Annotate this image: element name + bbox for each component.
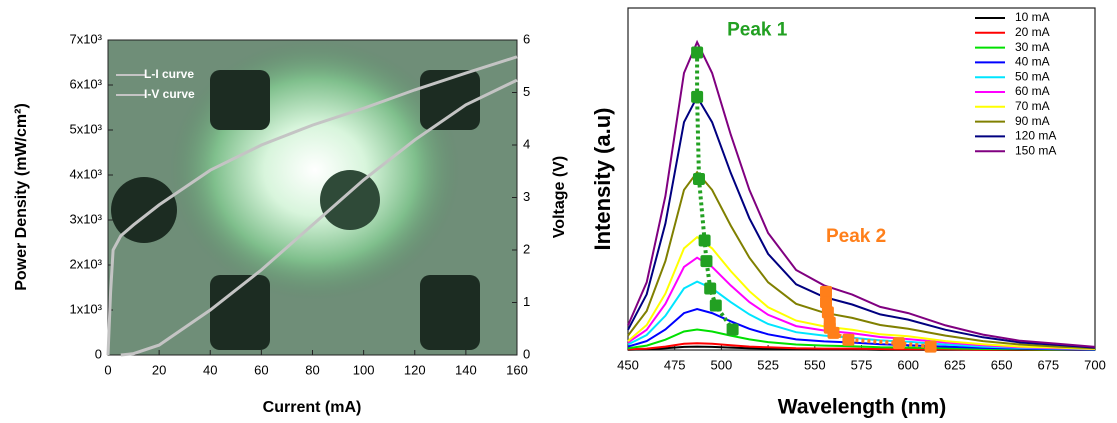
peak-marker <box>692 173 705 185</box>
y2-tick-label: 6 <box>523 31 530 46</box>
series-line <box>627 94 1096 349</box>
x-tick-label: 500 <box>711 357 733 372</box>
legend-label: 60 mA <box>1015 84 1050 98</box>
y-tick-label: 7x10³ <box>69 31 102 46</box>
legend-label: 10 mA <box>1015 10 1050 24</box>
x-tick-label: 575 <box>851 357 873 372</box>
x-tick-label: 0 <box>104 362 111 377</box>
x-tick-label: 475 <box>664 357 686 372</box>
legend-label: 50 mA <box>1015 69 1050 83</box>
peak-marker <box>821 306 834 319</box>
series-line <box>106 55 518 356</box>
x-tick-label: 20 <box>152 362 166 377</box>
x-axis-label: Current (mA) <box>263 399 362 416</box>
x-tick-label: 625 <box>944 357 966 372</box>
peak-trace <box>695 52 735 331</box>
series-line <box>627 39 1096 348</box>
y-tick-label: 4x10³ <box>69 166 102 181</box>
peak-marker <box>704 282 717 295</box>
legend-label: 40 mA <box>1015 55 1050 69</box>
y-tick-label: 3x10³ <box>69 211 102 226</box>
series-line <box>627 170 1096 350</box>
y2-tick-label: 0 <box>523 346 530 361</box>
peak-trace <box>824 291 931 349</box>
legend-label: 120 mA <box>1015 129 1056 143</box>
photo-background <box>108 40 517 355</box>
peak-marker <box>892 337 905 350</box>
peak-marker <box>924 340 937 353</box>
series-line <box>120 78 518 357</box>
legend-label: 150 mA <box>1015 143 1056 157</box>
peak-marker <box>820 296 833 309</box>
y-axis-label: Power Density (mW/cm²) <box>13 103 30 291</box>
peak-marker <box>709 299 722 312</box>
x-tick-label: 700 <box>1084 357 1106 372</box>
series-line <box>627 235 1096 350</box>
legend-label: I-V curve <box>144 87 195 101</box>
y-tick-label: 2x10³ <box>69 256 102 271</box>
x-tick-label: 450 <box>617 357 639 372</box>
y2-tick-label: 2 <box>523 241 530 256</box>
x-axis-label: Wavelength (nm) <box>778 396 946 419</box>
legend-label: 70 mA <box>1015 99 1050 113</box>
peak-marker <box>691 46 704 59</box>
peak-label: Peak 2 <box>826 226 886 247</box>
series-line <box>627 256 1096 350</box>
legend-label: L-I curve <box>144 67 194 81</box>
x-tick-label: 120 <box>404 362 426 377</box>
y2-tick-label: 1 <box>523 294 530 309</box>
y2-tick-label: 3 <box>523 189 530 204</box>
y-tick-label: 6x10³ <box>69 76 102 91</box>
series-line <box>627 307 1096 351</box>
y2-tick-label: 5 <box>523 84 530 99</box>
y-tick-label: 5x10³ <box>69 121 102 136</box>
x-tick-label: 140 <box>455 362 477 377</box>
y-tick-label: 0 <box>95 346 102 361</box>
x-tick-label: 160 <box>506 362 528 377</box>
x-tick-label: 675 <box>1037 357 1059 372</box>
y2-axis-label: Voltage (V) <box>551 156 568 238</box>
y-axis-label: Intensity (a.u) <box>590 107 615 250</box>
peak-marker <box>827 326 840 339</box>
peak-marker <box>842 333 855 346</box>
peak-marker <box>691 90 704 103</box>
legend-label: 30 mA <box>1015 40 1050 54</box>
legend-label: 90 mA <box>1015 114 1050 128</box>
peak-marker <box>820 285 833 298</box>
x-tick-label: 60 <box>254 362 268 377</box>
y2-tick-label: 4 <box>523 136 530 151</box>
series-line <box>627 328 1095 351</box>
x-tick-label: 40 <box>203 362 217 377</box>
x-tick-label: 100 <box>353 362 375 377</box>
x-tick-label: 600 <box>897 357 919 372</box>
series-line <box>627 280 1096 351</box>
x-tick-label: 525 <box>757 357 779 372</box>
x-tick-label: 650 <box>991 357 1013 372</box>
peak-label: Peak 1 <box>727 19 788 40</box>
peak-marker <box>698 234 711 247</box>
peak-marker <box>700 255 713 268</box>
y-tick-label: 1x10³ <box>69 301 102 316</box>
peak-marker <box>726 323 739 336</box>
x-tick-label: 80 <box>305 362 319 377</box>
legend-label: 20 mA <box>1015 25 1050 39</box>
x-tick-label: 550 <box>804 357 826 372</box>
